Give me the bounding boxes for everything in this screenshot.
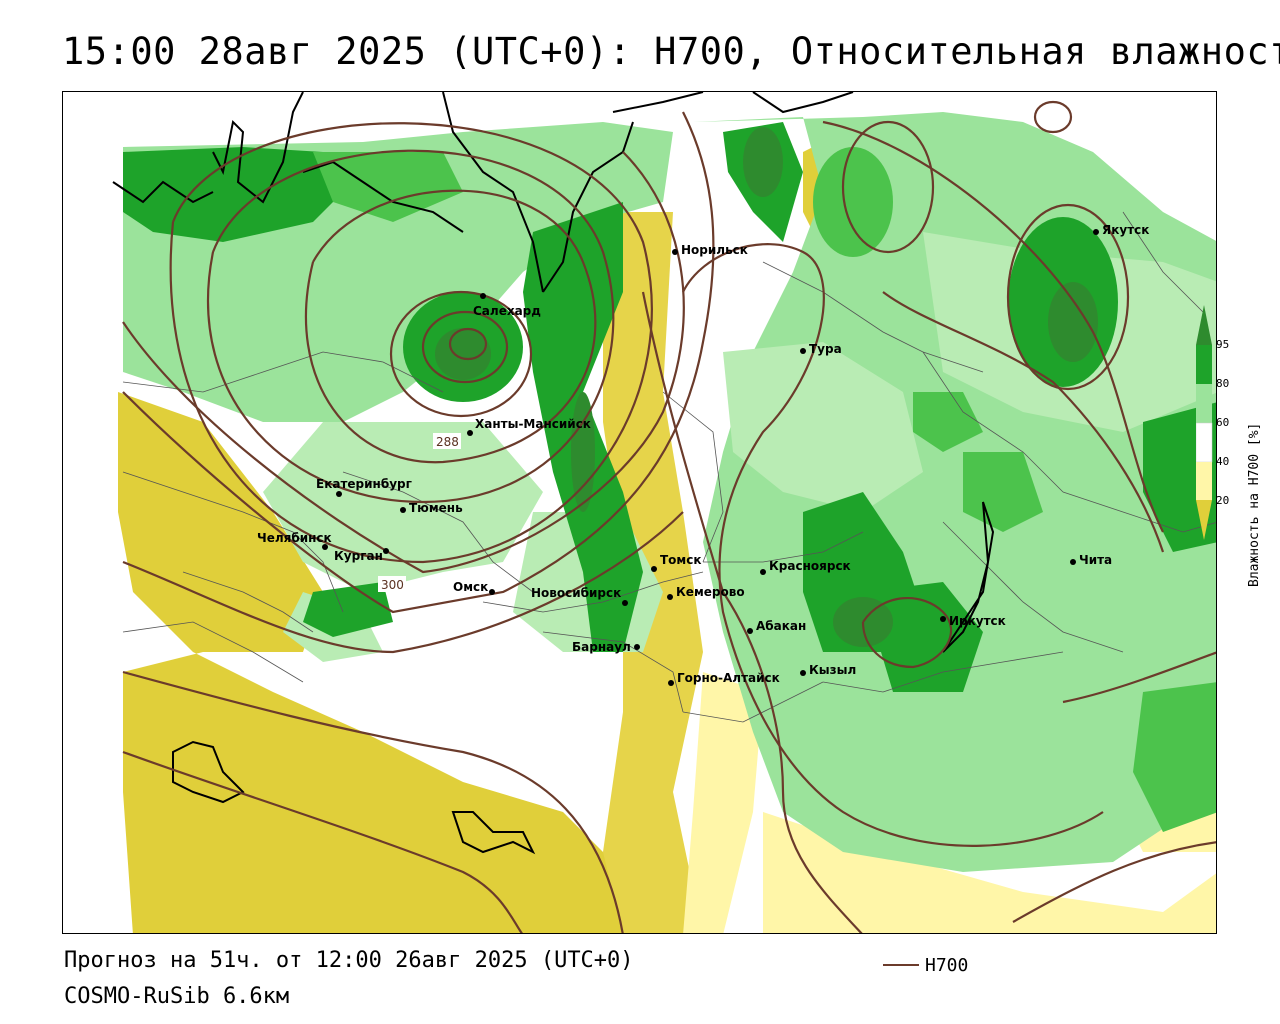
legend-triangle-top — [1196, 305, 1212, 345]
svg-text:Якутск: Якутск — [1102, 223, 1149, 237]
city-tura[interactable]: Тура — [800, 342, 842, 356]
svg-text:Курган: Курган — [334, 549, 383, 563]
legend-title: Влажность на H700 [%] — [1247, 423, 1262, 587]
city-chelyabinsk[interactable]: Челябинск — [257, 531, 332, 550]
city-abakan[interactable]: Абакан — [747, 619, 806, 634]
city-gorno-altaysk[interactable]: Горно-Алтайск — [668, 671, 780, 686]
legend-tick-40: 40 — [1216, 455, 1229, 468]
h700-key-label: H700 — [925, 954, 969, 976]
legend-triangle-bottom — [1196, 500, 1212, 540]
forecast-map: 288 300 Норильск Якутск Салехард Тура Ха… — [62, 91, 1217, 934]
svg-text:Красноярск: Красноярск — [769, 559, 851, 573]
svg-text:Екатеринбург: Екатеринбург — [316, 477, 412, 491]
city-khanty-mansiysk[interactable]: Ханты-Мансийск — [467, 417, 591, 436]
svg-text:Кызыл: Кызыл — [809, 663, 856, 677]
svg-text:Кемерово: Кемерово — [676, 585, 745, 599]
h700-legend-key: H700 — [883, 954, 968, 976]
forecast-info: Прогноз на 51ч. от 12:00 26авг 2025 (UTC… — [64, 948, 634, 973]
city-salekhard[interactable]: Салехард — [473, 293, 541, 318]
city-norilsk[interactable]: Норильск — [672, 243, 748, 257]
contour-label-300: 300 — [381, 578, 404, 592]
city-krasnoyarsk[interactable]: Красноярск — [760, 559, 851, 575]
svg-text:Новосибирск: Новосибирск — [531, 586, 621, 600]
legend-tick-80: 80 — [1216, 377, 1229, 390]
city-barnaul[interactable]: Барнаул — [572, 640, 640, 654]
city-chita[interactable]: Чита — [1070, 553, 1112, 567]
legend-tick-60: 60 — [1216, 416, 1229, 429]
very-wet-areas — [435, 127, 1098, 647]
map-canvas: 288 300 Норильск Якутск Салехард Тура Ха… — [63, 92, 1216, 933]
city-omsk[interactable]: Омск — [453, 580, 495, 595]
map-title: 15:00 28авг 2025 (UTC+0): H700, Относите… — [62, 30, 1280, 73]
legend-band-60-80 — [1196, 384, 1212, 423]
city-kemerovo[interactable]: Кемерово — [667, 585, 745, 600]
legend-canvas: 95 80 60 40 20 Влажность на H700 [%] — [1195, 305, 1262, 587]
svg-text:Ханты-Мансийск: Ханты-Мансийск — [475, 417, 591, 431]
city-kyzyl[interactable]: Кызыл — [800, 663, 856, 677]
city-tomsk[interactable]: Томск — [651, 553, 702, 572]
svg-text:Барнаул: Барнаул — [572, 640, 631, 654]
model-info: COSMO-RuSib 6.6км — [64, 984, 290, 1009]
svg-text:Чита: Чита — [1079, 553, 1112, 567]
h700-contours — [122, 100, 1216, 933]
legend-tick-20: 20 — [1216, 494, 1229, 507]
contour-label-288: 288 — [436, 435, 459, 449]
city-yakutsk[interactable]: Якутск — [1093, 223, 1149, 237]
city-tyumen[interactable]: Тюмень — [400, 501, 463, 515]
city-novosibirsk[interactable]: Новосибирск — [531, 586, 628, 606]
city-kurgan[interactable]: Курган — [334, 548, 389, 563]
city-ekaterinburg[interactable]: Екатеринбург — [316, 477, 412, 497]
svg-text:Горно-Алтайск: Горно-Алтайск — [677, 671, 780, 685]
svg-text:Иркутск: Иркутск — [949, 614, 1006, 628]
svg-text:Омск: Омск — [453, 580, 488, 594]
svg-text:Норильск: Норильск — [681, 243, 748, 257]
legend-band-20-40 — [1196, 462, 1212, 500]
svg-text:Тура: Тура — [809, 342, 842, 356]
svg-text:Челябинск: Челябинск — [257, 531, 332, 545]
legend-band-40-60 — [1195, 422, 1213, 463]
cities: Норильск Якутск Салехард Тура Ханты-Манс… — [257, 223, 1149, 686]
svg-text:Абакан: Абакан — [756, 619, 806, 633]
svg-text:Салехард: Салехард — [473, 304, 541, 318]
legend-band-80-95 — [1196, 345, 1212, 384]
humidity-legend: 95 80 60 40 20 Влажность на H700 [%] — [1195, 305, 1280, 595]
h700-line-icon — [883, 964, 919, 966]
legend-tick-95: 95 — [1216, 338, 1229, 351]
city-irkutsk[interactable]: Иркутск — [940, 614, 1006, 628]
contour-labels: 288 300 — [378, 433, 461, 592]
admin-borders — [122, 211, 1216, 723]
svg-text:Томск: Томск — [660, 553, 702, 567]
svg-text:Тюмень: Тюмень — [409, 501, 463, 515]
